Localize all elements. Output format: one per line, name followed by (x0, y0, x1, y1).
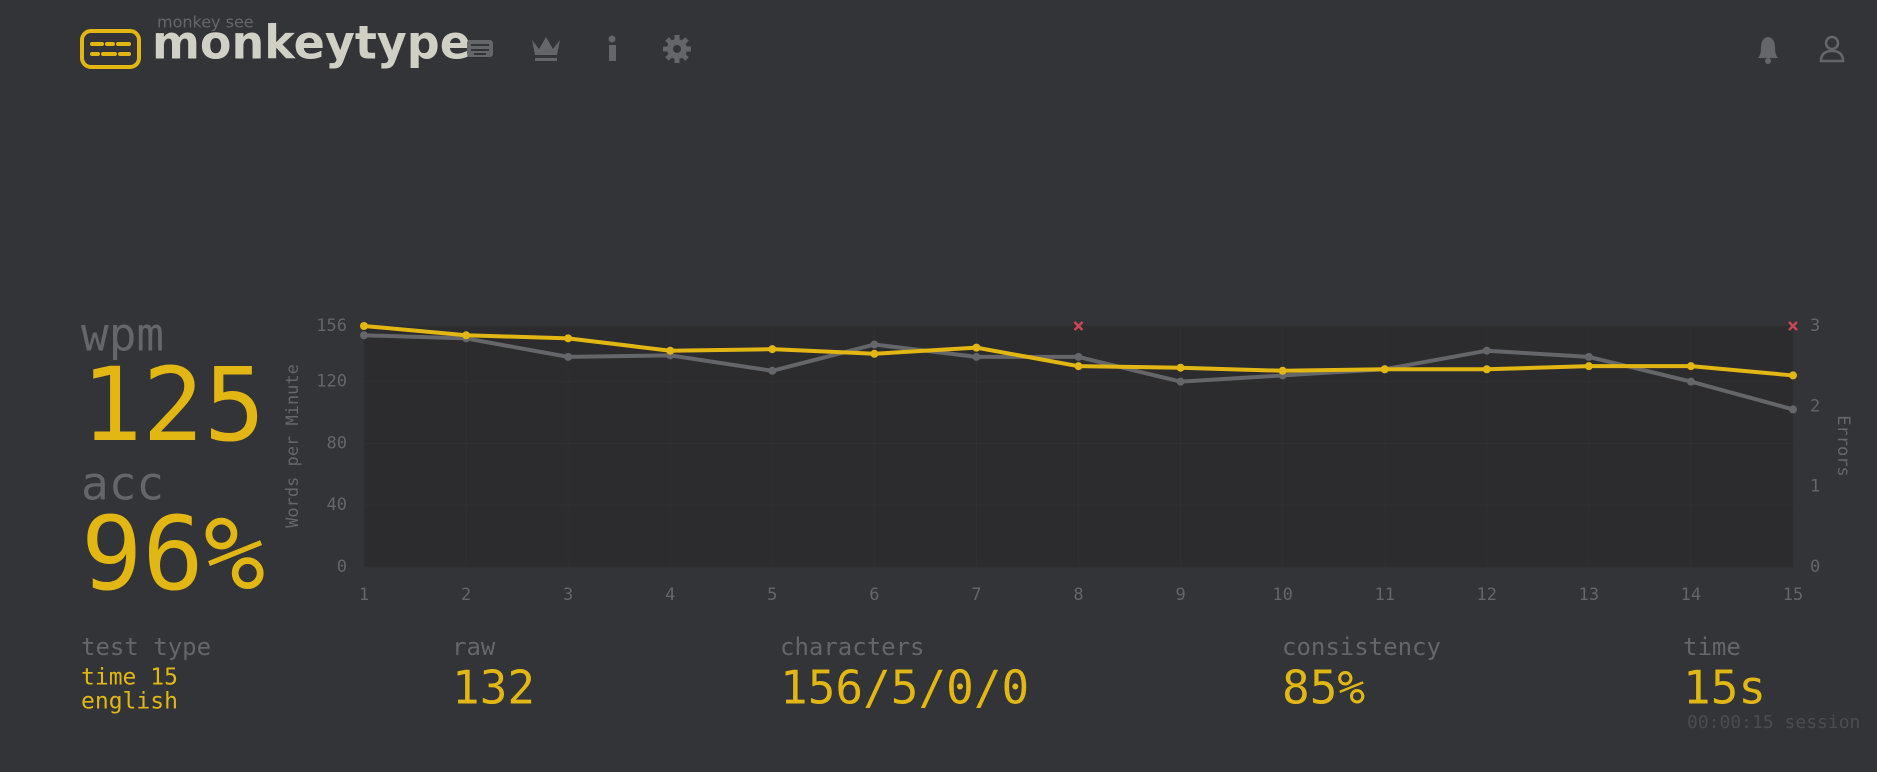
x-tick-label: 2 (461, 585, 471, 605)
session-time: 00:00:15 session (1687, 712, 1860, 733)
consistency-label: consistency (1282, 633, 1441, 661)
data-point (768, 366, 777, 375)
data-point (870, 349, 879, 358)
y-tick-label: 0 (337, 557, 347, 577)
data-point (462, 331, 471, 340)
y-axis-title: Words per Minute (283, 364, 303, 528)
settings-icon[interactable] (663, 35, 691, 63)
data-point (1789, 405, 1797, 414)
logo-icon (80, 29, 141, 69)
x-tick-label: 4 (665, 585, 675, 605)
time-value: 15s (1683, 661, 1766, 715)
data-point (1278, 366, 1287, 375)
y-tick-label: 40 (327, 495, 347, 515)
characters-value: 156/5/0/0 (780, 661, 1029, 715)
data-point (564, 352, 573, 361)
error-marker (1788, 321, 1798, 331)
data-point (1482, 365, 1491, 374)
x-tick-label: 14 (1681, 585, 1701, 605)
data-point (972, 343, 981, 352)
raw-label: raw (452, 633, 496, 661)
data-point (666, 346, 675, 355)
y2-tick-label: 3 (1810, 316, 1820, 336)
y2-axis-title: Errors (1833, 415, 1853, 476)
data-point (1074, 352, 1083, 361)
test-type-label: test type (81, 633, 211, 661)
info-icon[interactable] (608, 35, 617, 62)
crown-icon[interactable] (532, 37, 560, 61)
data-point (972, 352, 981, 361)
data-point (870, 340, 879, 349)
logo[interactable]: monkey see monkeytype (80, 13, 471, 70)
characters-label: characters (780, 633, 925, 661)
data-point (564, 334, 573, 343)
x-tick-label: 11 (1374, 585, 1394, 605)
error-marker (1073, 321, 1084, 331)
y-tick-label: 156 (316, 316, 347, 336)
x-tick-label: 3 (563, 585, 573, 605)
x-tick-label: 10 (1272, 585, 1292, 605)
y-tick-label: 120 (316, 372, 347, 392)
data-point (1176, 377, 1185, 386)
y2-tick-label: 2 (1810, 396, 1820, 416)
time-label: time (1683, 633, 1741, 661)
test-type-value: english (81, 689, 178, 715)
wpm-value: 125 (81, 346, 265, 465)
nav (467, 35, 1845, 64)
account-icon[interactable] (1819, 35, 1845, 63)
data-point (1176, 363, 1185, 372)
logo-top: monkey see (157, 13, 254, 32)
data-point (1074, 362, 1083, 371)
x-tick-label: 12 (1477, 585, 1497, 605)
x-tick-label: 15 (1783, 585, 1803, 605)
consistency-value: 85% (1282, 661, 1365, 715)
keyboard-icon[interactable] (467, 40, 493, 57)
acc-label: acc (81, 457, 164, 511)
x-tick-label: 6 (869, 585, 879, 605)
x-tick-label: 9 (1175, 585, 1185, 605)
data-point (1584, 352, 1593, 361)
y2-tick-label: 1 (1810, 477, 1820, 497)
data-point (1686, 362, 1695, 371)
x-tick-label: 13 (1579, 585, 1599, 605)
x-tick-label: 8 (1073, 585, 1083, 605)
data-point (360, 331, 368, 340)
x-tick-label: 1 (359, 585, 369, 605)
wpm-label: wpm (81, 308, 164, 362)
data-point (1584, 362, 1593, 371)
data-point (360, 322, 368, 330)
notifications-icon[interactable] (1758, 37, 1778, 64)
y2-tick-label: 0 (1810, 557, 1820, 577)
data-point (1789, 371, 1797, 380)
data-point (768, 345, 777, 354)
x-tick-label: 7 (971, 585, 981, 605)
logo-text: monkeytype (152, 16, 471, 70)
data-point (1380, 365, 1389, 374)
logo-keys (90, 42, 131, 56)
x-tick-label: 5 (767, 585, 777, 605)
y-tick-label: 80 (327, 433, 347, 453)
data-point (1482, 346, 1491, 355)
data-point (1686, 377, 1695, 386)
test-type-value: time 15 (81, 665, 178, 691)
raw-value: 132 (452, 661, 535, 715)
acc-value: 96% (81, 495, 265, 614)
